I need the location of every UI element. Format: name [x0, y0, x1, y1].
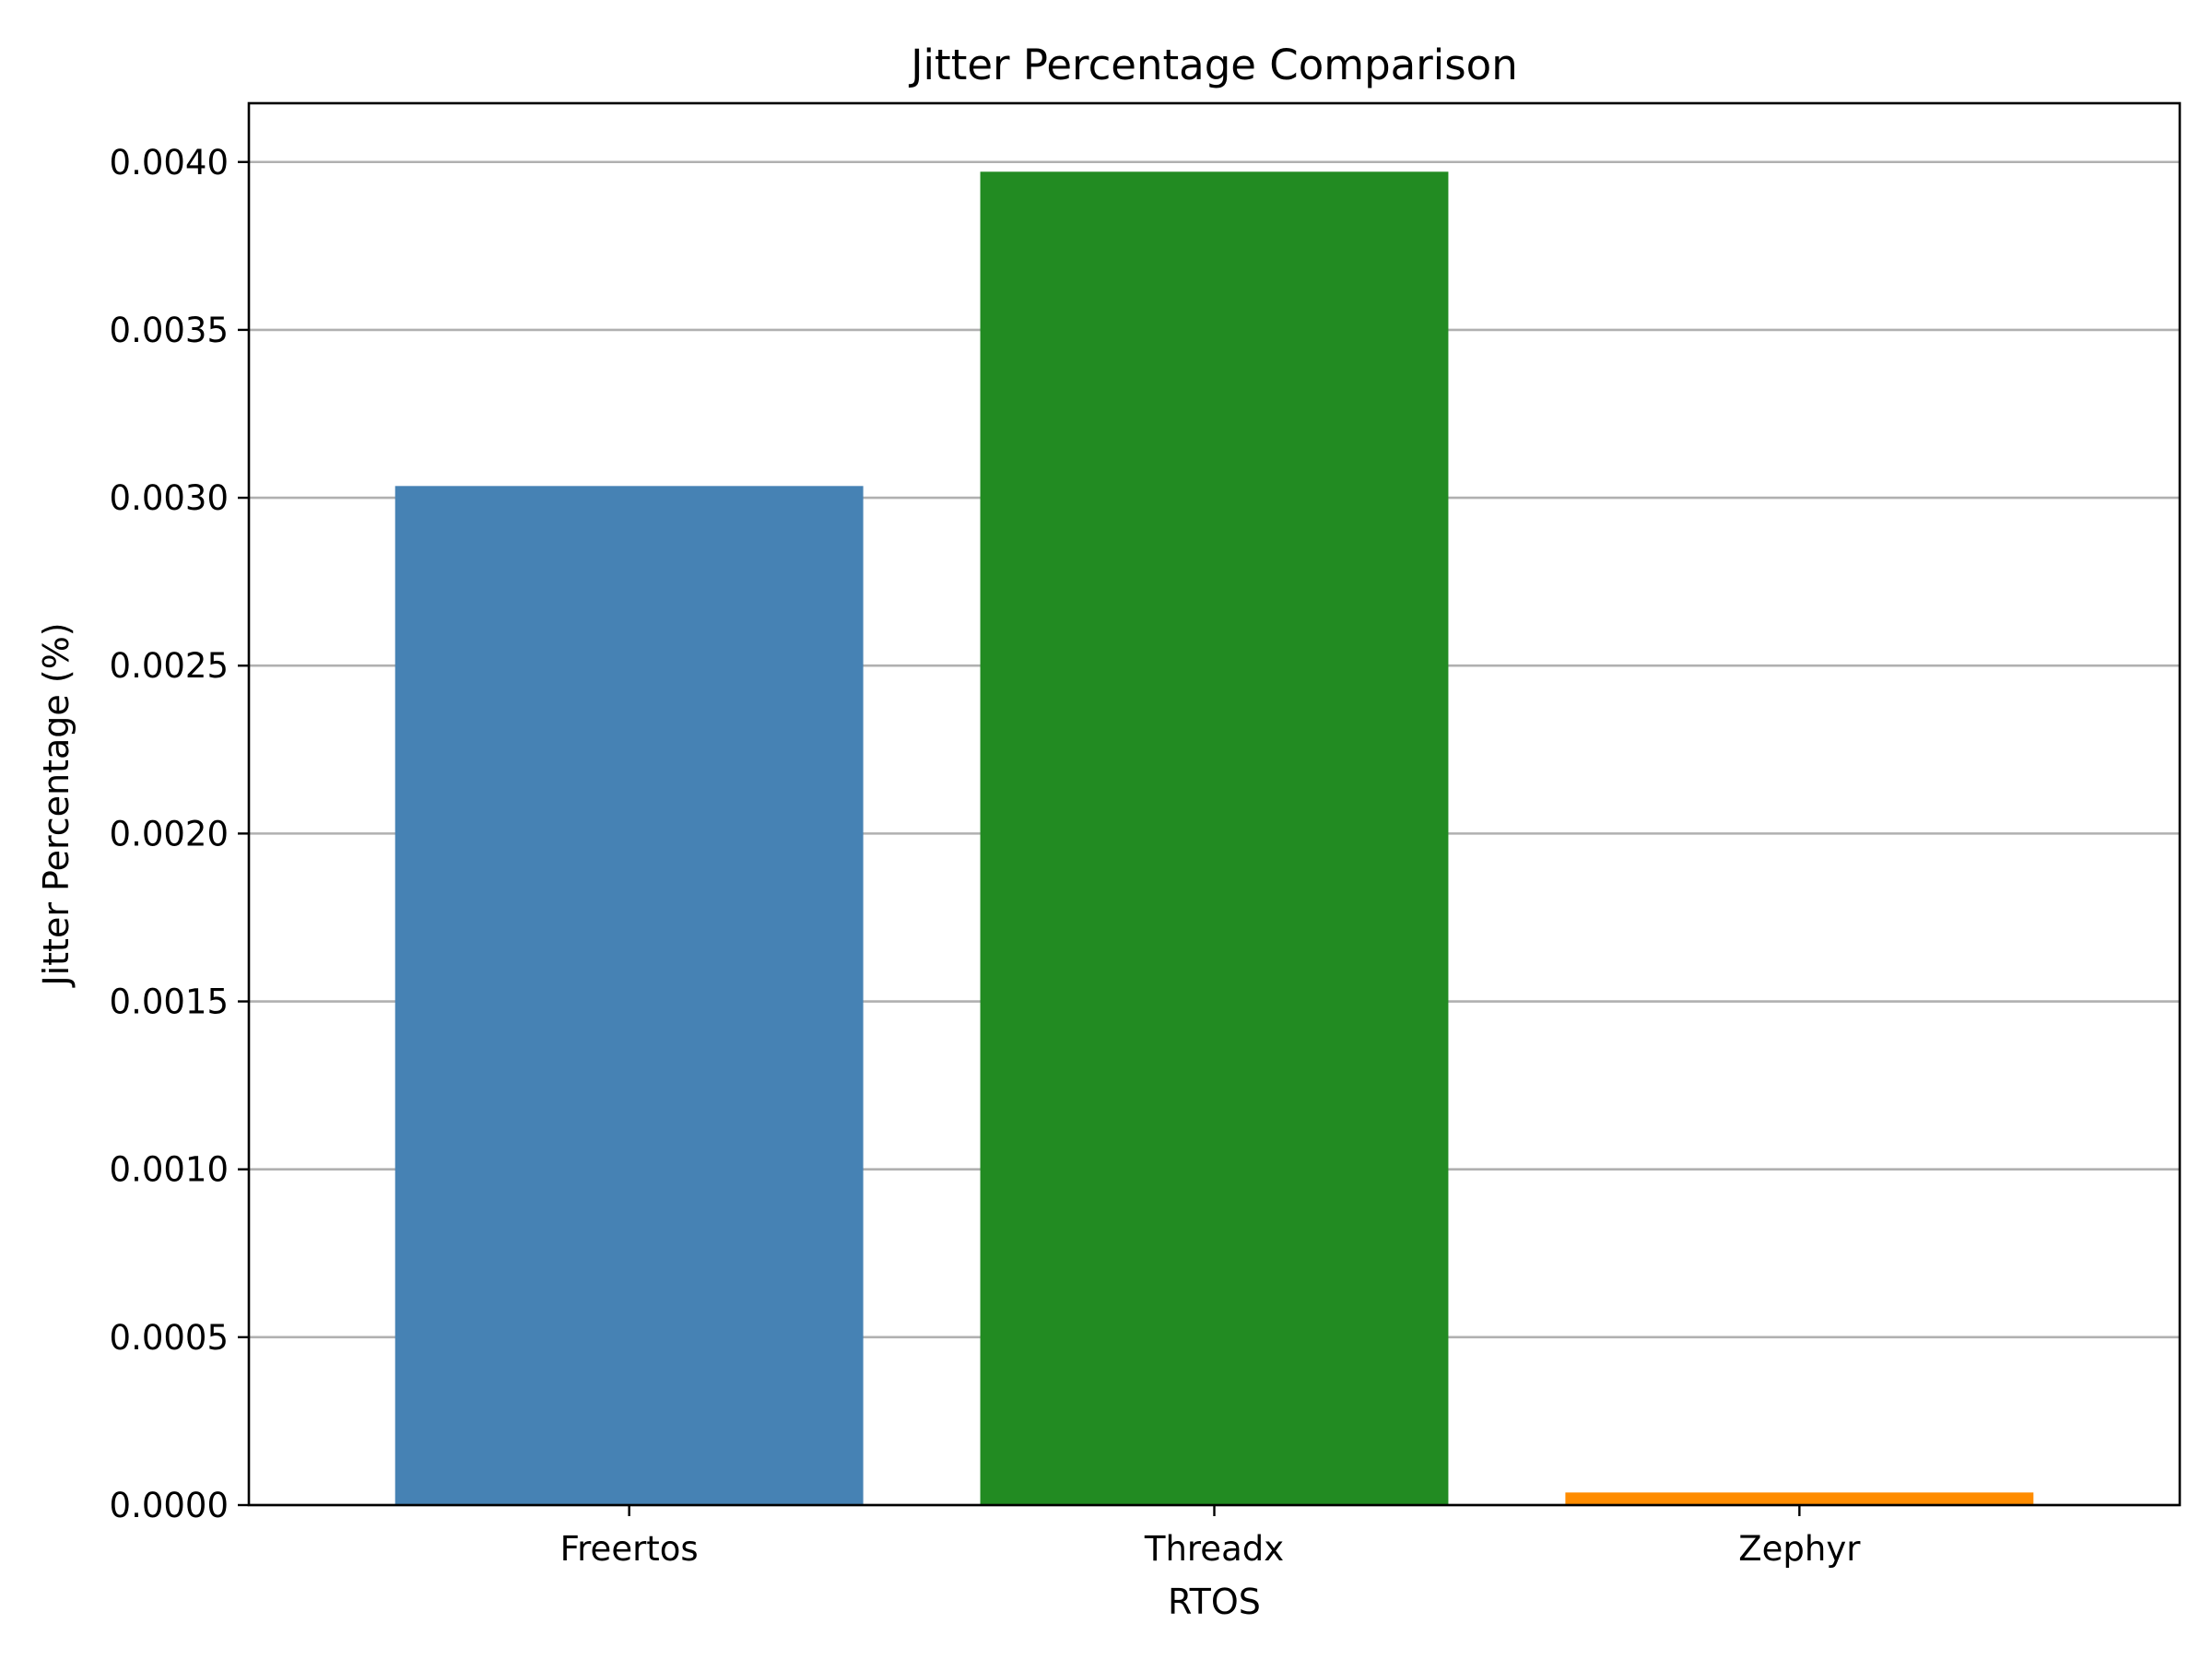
y-tick-label: 0.0015 [110, 982, 229, 1022]
x-tick-label-zephyr: Zephyr [1738, 1529, 1861, 1569]
x-tick-label-threadx: Threadx [1144, 1529, 1284, 1569]
y-tick-label: 0.0035 [110, 311, 229, 350]
x-tick-label-freertos: Freertos [560, 1529, 699, 1569]
y-tick-label: 0.0030 [110, 478, 229, 518]
y-tick-label: 0.0025 [110, 646, 229, 686]
x-axis-label: RTOS [1168, 1582, 1261, 1622]
bar-zephyr [1565, 1492, 2034, 1505]
bar-threadx [980, 171, 1449, 1505]
chart-title: Jitter Percentage Comparison [908, 41, 1517, 89]
axis-ticks: 0.0000 0.0005 0.0010 0.0015 0.0020 0.0025 0.00… [110, 143, 1862, 1569]
y-tick-label: 0.0000 [110, 1486, 229, 1525]
bar-freertos [394, 486, 864, 1505]
plot-area-frame [247, 101, 2182, 1507]
bars [394, 171, 2034, 1505]
y-tick-label: 0.0010 [110, 1150, 229, 1190]
y-axis-label: Jitter Percentage (%) [36, 622, 76, 987]
y-tick-label: 0.0005 [110, 1318, 229, 1358]
y-tick-label: 0.0040 [110, 143, 229, 182]
y-tick-label: 0.0020 [110, 814, 229, 853]
